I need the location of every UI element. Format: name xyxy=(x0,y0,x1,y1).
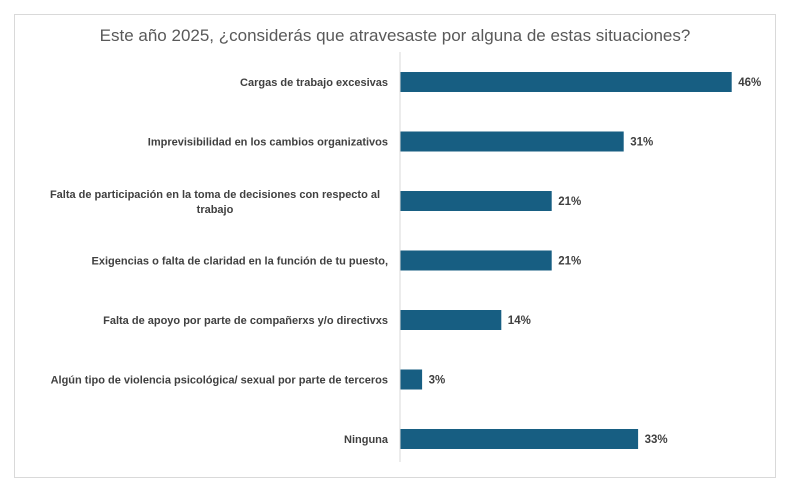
category-label-line: Algún tipo de violencia psicológica/ sex… xyxy=(51,375,388,387)
bar xyxy=(400,369,423,390)
category-label-line: Exigencias o falta de claridad en la fun… xyxy=(92,256,388,268)
bar xyxy=(400,72,732,92)
chart-frame xyxy=(14,14,776,478)
data-label: 3% xyxy=(429,375,446,387)
data-label: 33% xyxy=(645,434,668,446)
category-label-line: trabajo xyxy=(197,204,234,216)
bar xyxy=(400,131,624,152)
data-label: 21% xyxy=(558,256,581,268)
category-label-line: Imprevisibilidad en los cambios organiza… xyxy=(148,137,388,149)
category-label: Algún tipo de violencia psicológica/ sex… xyxy=(51,375,388,387)
data-label: 14% xyxy=(508,315,531,327)
category-label: Exigencias o falta de claridad en la fun… xyxy=(92,256,388,268)
category-label-line: Cargas de trabajo excesivas xyxy=(240,77,388,89)
chart-title: Este año 2025, ¿considerás que atravesas… xyxy=(99,26,691,45)
category-label: Cargas de trabajo excesivas xyxy=(240,77,388,89)
category-label-line: Falta de apoyo por parte de compañerxs y… xyxy=(103,315,388,327)
data-label: 21% xyxy=(558,196,581,208)
category-label: Falta de apoyo por parte de compañerxs y… xyxy=(103,315,388,327)
category-label: Imprevisibilidad en los cambios organiza… xyxy=(148,137,388,149)
category-label: Ninguna xyxy=(344,434,389,446)
category-label-line: Falta de participación en la toma de dec… xyxy=(50,189,380,201)
bar xyxy=(400,310,502,330)
category-label-line: Ninguna xyxy=(344,434,389,446)
bar xyxy=(400,191,552,211)
category-label: Falta de participación en la toma de dec… xyxy=(50,189,380,216)
data-label: 46% xyxy=(738,77,761,89)
data-label: 31% xyxy=(630,137,653,149)
bar xyxy=(400,429,639,449)
bar xyxy=(400,250,552,271)
